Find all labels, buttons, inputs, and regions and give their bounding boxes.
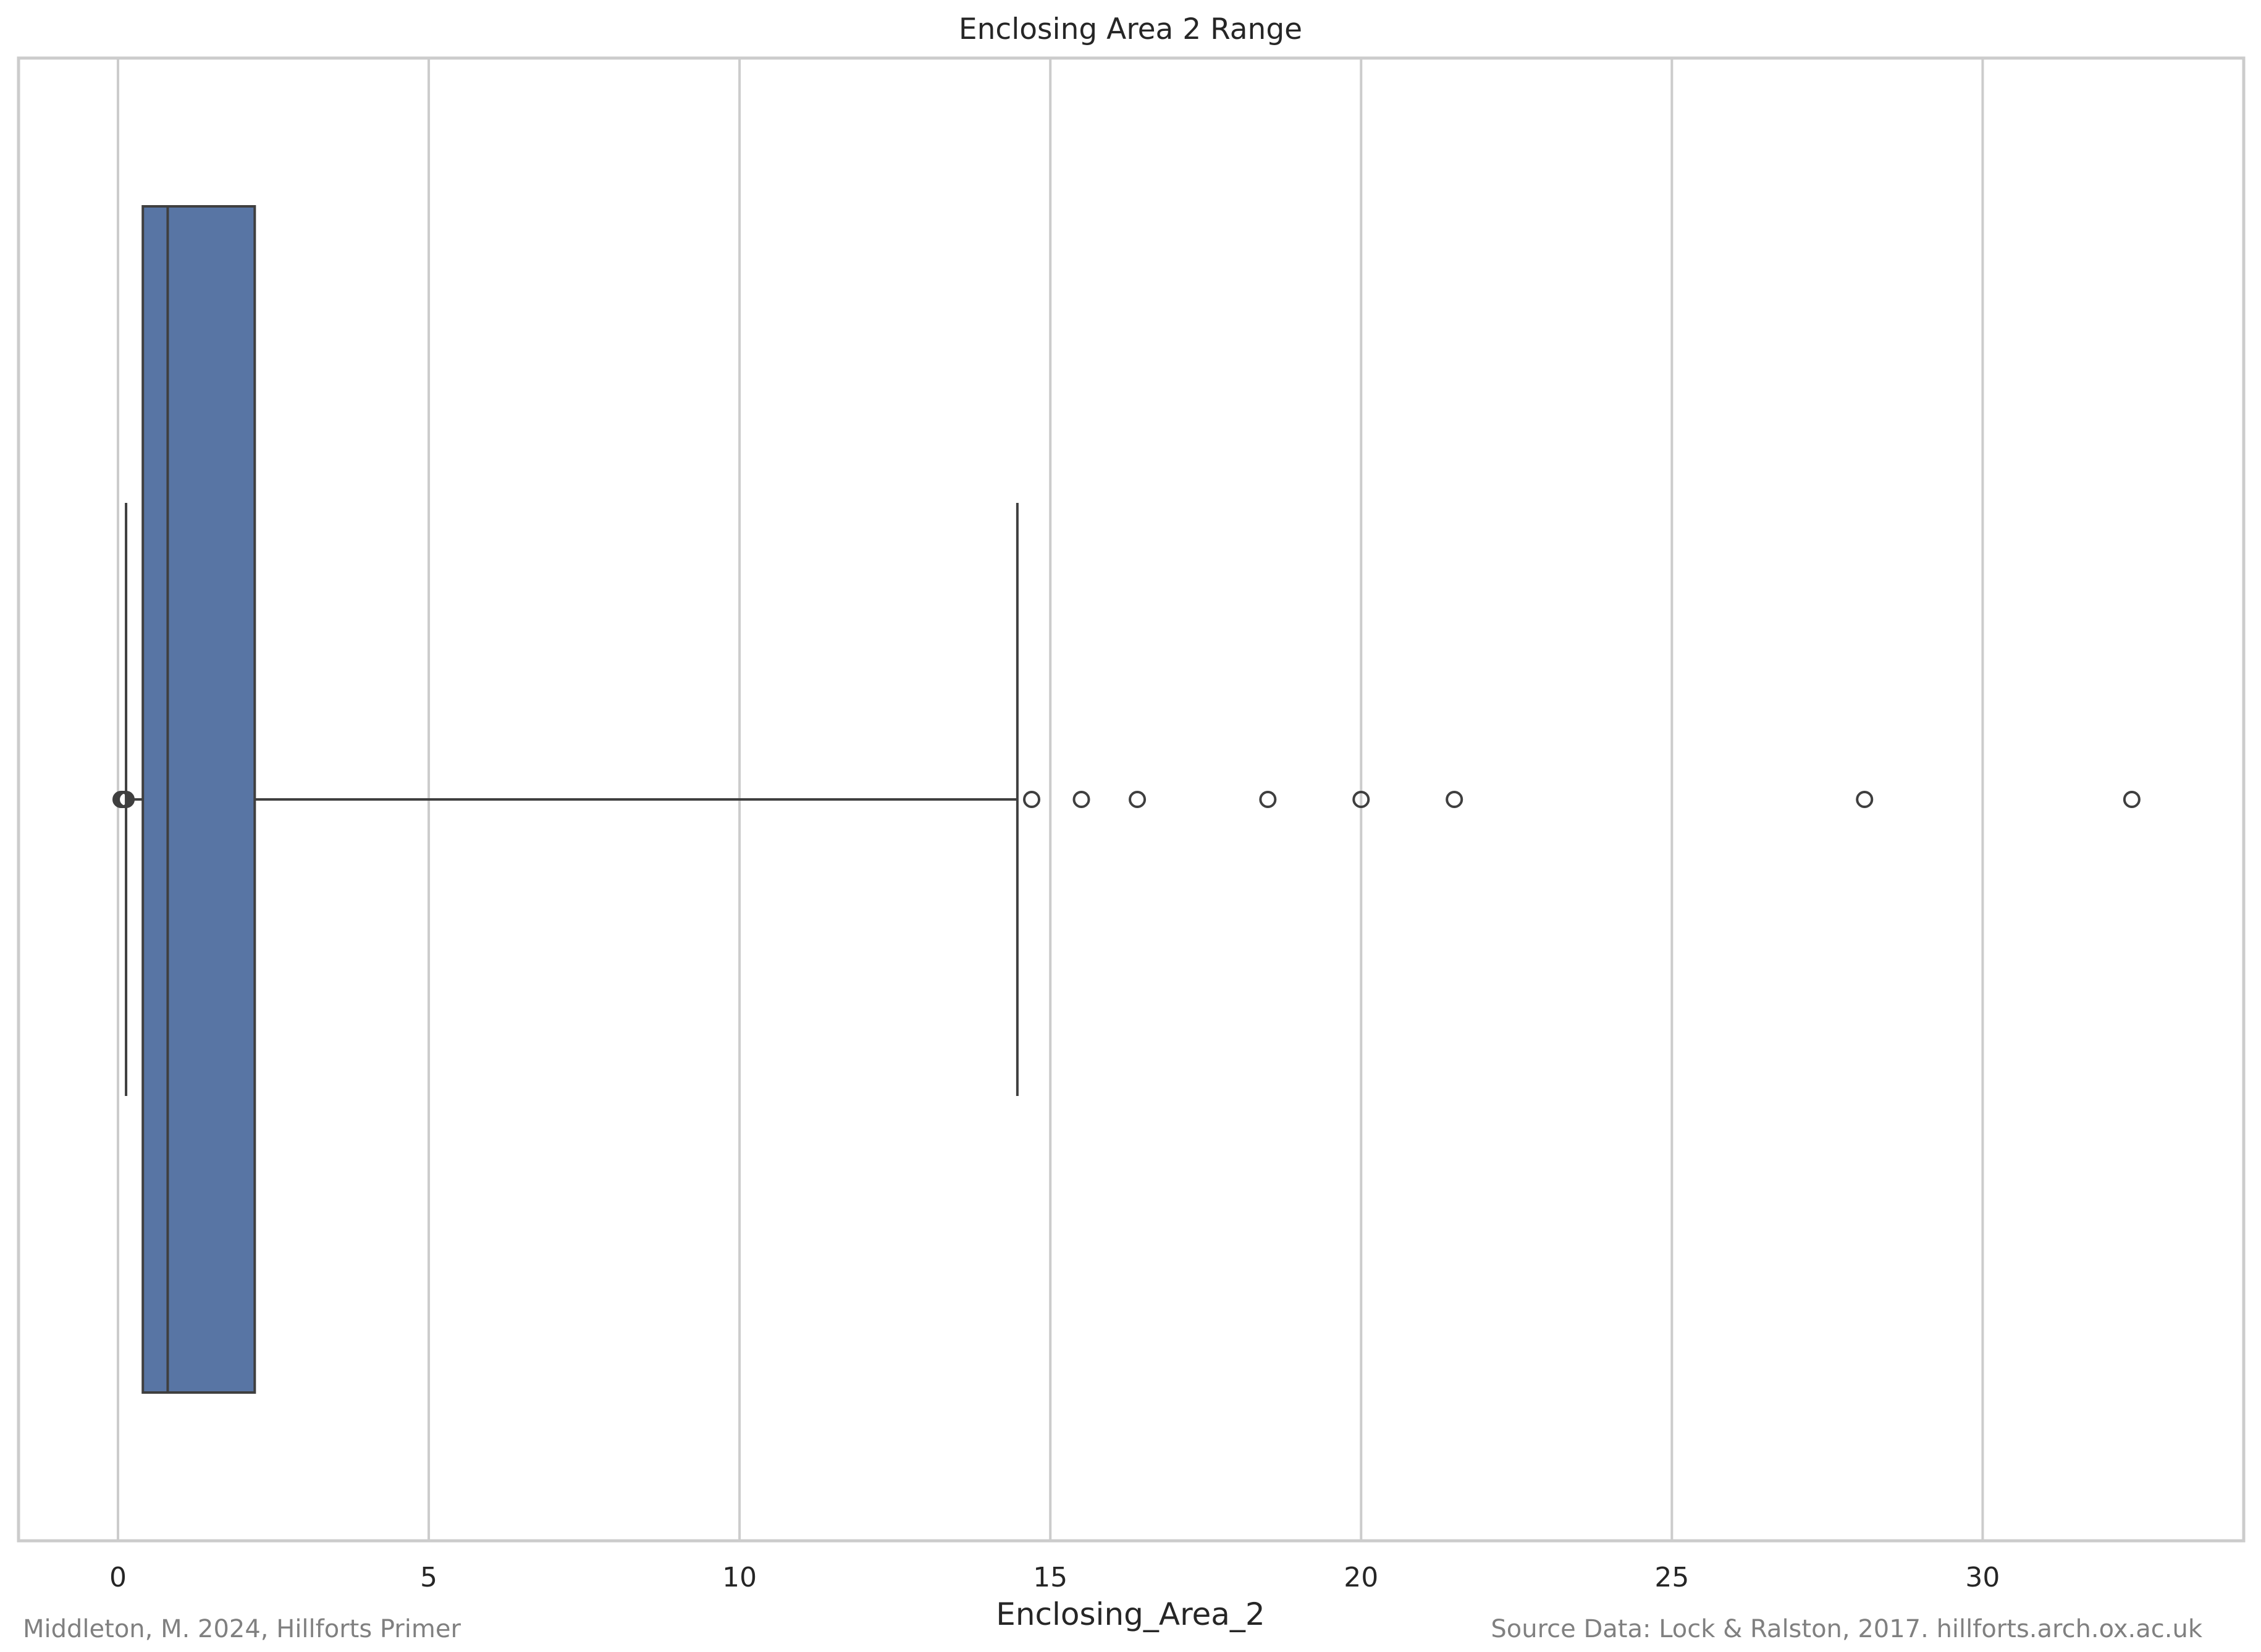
x-tick-label: 5 xyxy=(420,1562,437,1593)
x-axis-label: Enclosing_Area_2 xyxy=(996,1596,1265,1632)
x-tick-label: 15 xyxy=(1033,1562,1067,1593)
footer-credit: Middleton, M. 2024, Hillforts Primer xyxy=(23,1615,461,1643)
outlier-point xyxy=(117,791,135,808)
outlier-point xyxy=(1072,791,1090,808)
x-tick-label: 30 xyxy=(1965,1562,2000,1593)
outlier-points xyxy=(112,791,2141,808)
x-tick-label: 0 xyxy=(109,1562,127,1593)
box-element xyxy=(125,205,1019,1394)
outlier-point xyxy=(1446,791,1463,808)
interquartile-box xyxy=(141,205,256,1394)
x-axis-ticks: 0 5 10 15 20 25 30 xyxy=(109,1562,2000,1593)
x-tick-label: 10 xyxy=(722,1562,757,1593)
outlier-point xyxy=(1352,791,1370,808)
outlier-point xyxy=(1129,791,1147,808)
outlier-point xyxy=(1856,791,1874,808)
outlier-point xyxy=(1023,791,1041,808)
x-tick-label: 20 xyxy=(1344,1562,1378,1593)
outlier-point xyxy=(1259,791,1277,808)
chart-title: Enclosing Area 2 Range xyxy=(959,12,1302,46)
outlier-point xyxy=(2123,791,2141,808)
footer-source: Source Data: Lock & Ralston, 2017. hillf… xyxy=(1491,1615,2202,1643)
x-tick-label: 25 xyxy=(1654,1562,1689,1593)
plot-frame xyxy=(17,56,2246,1543)
